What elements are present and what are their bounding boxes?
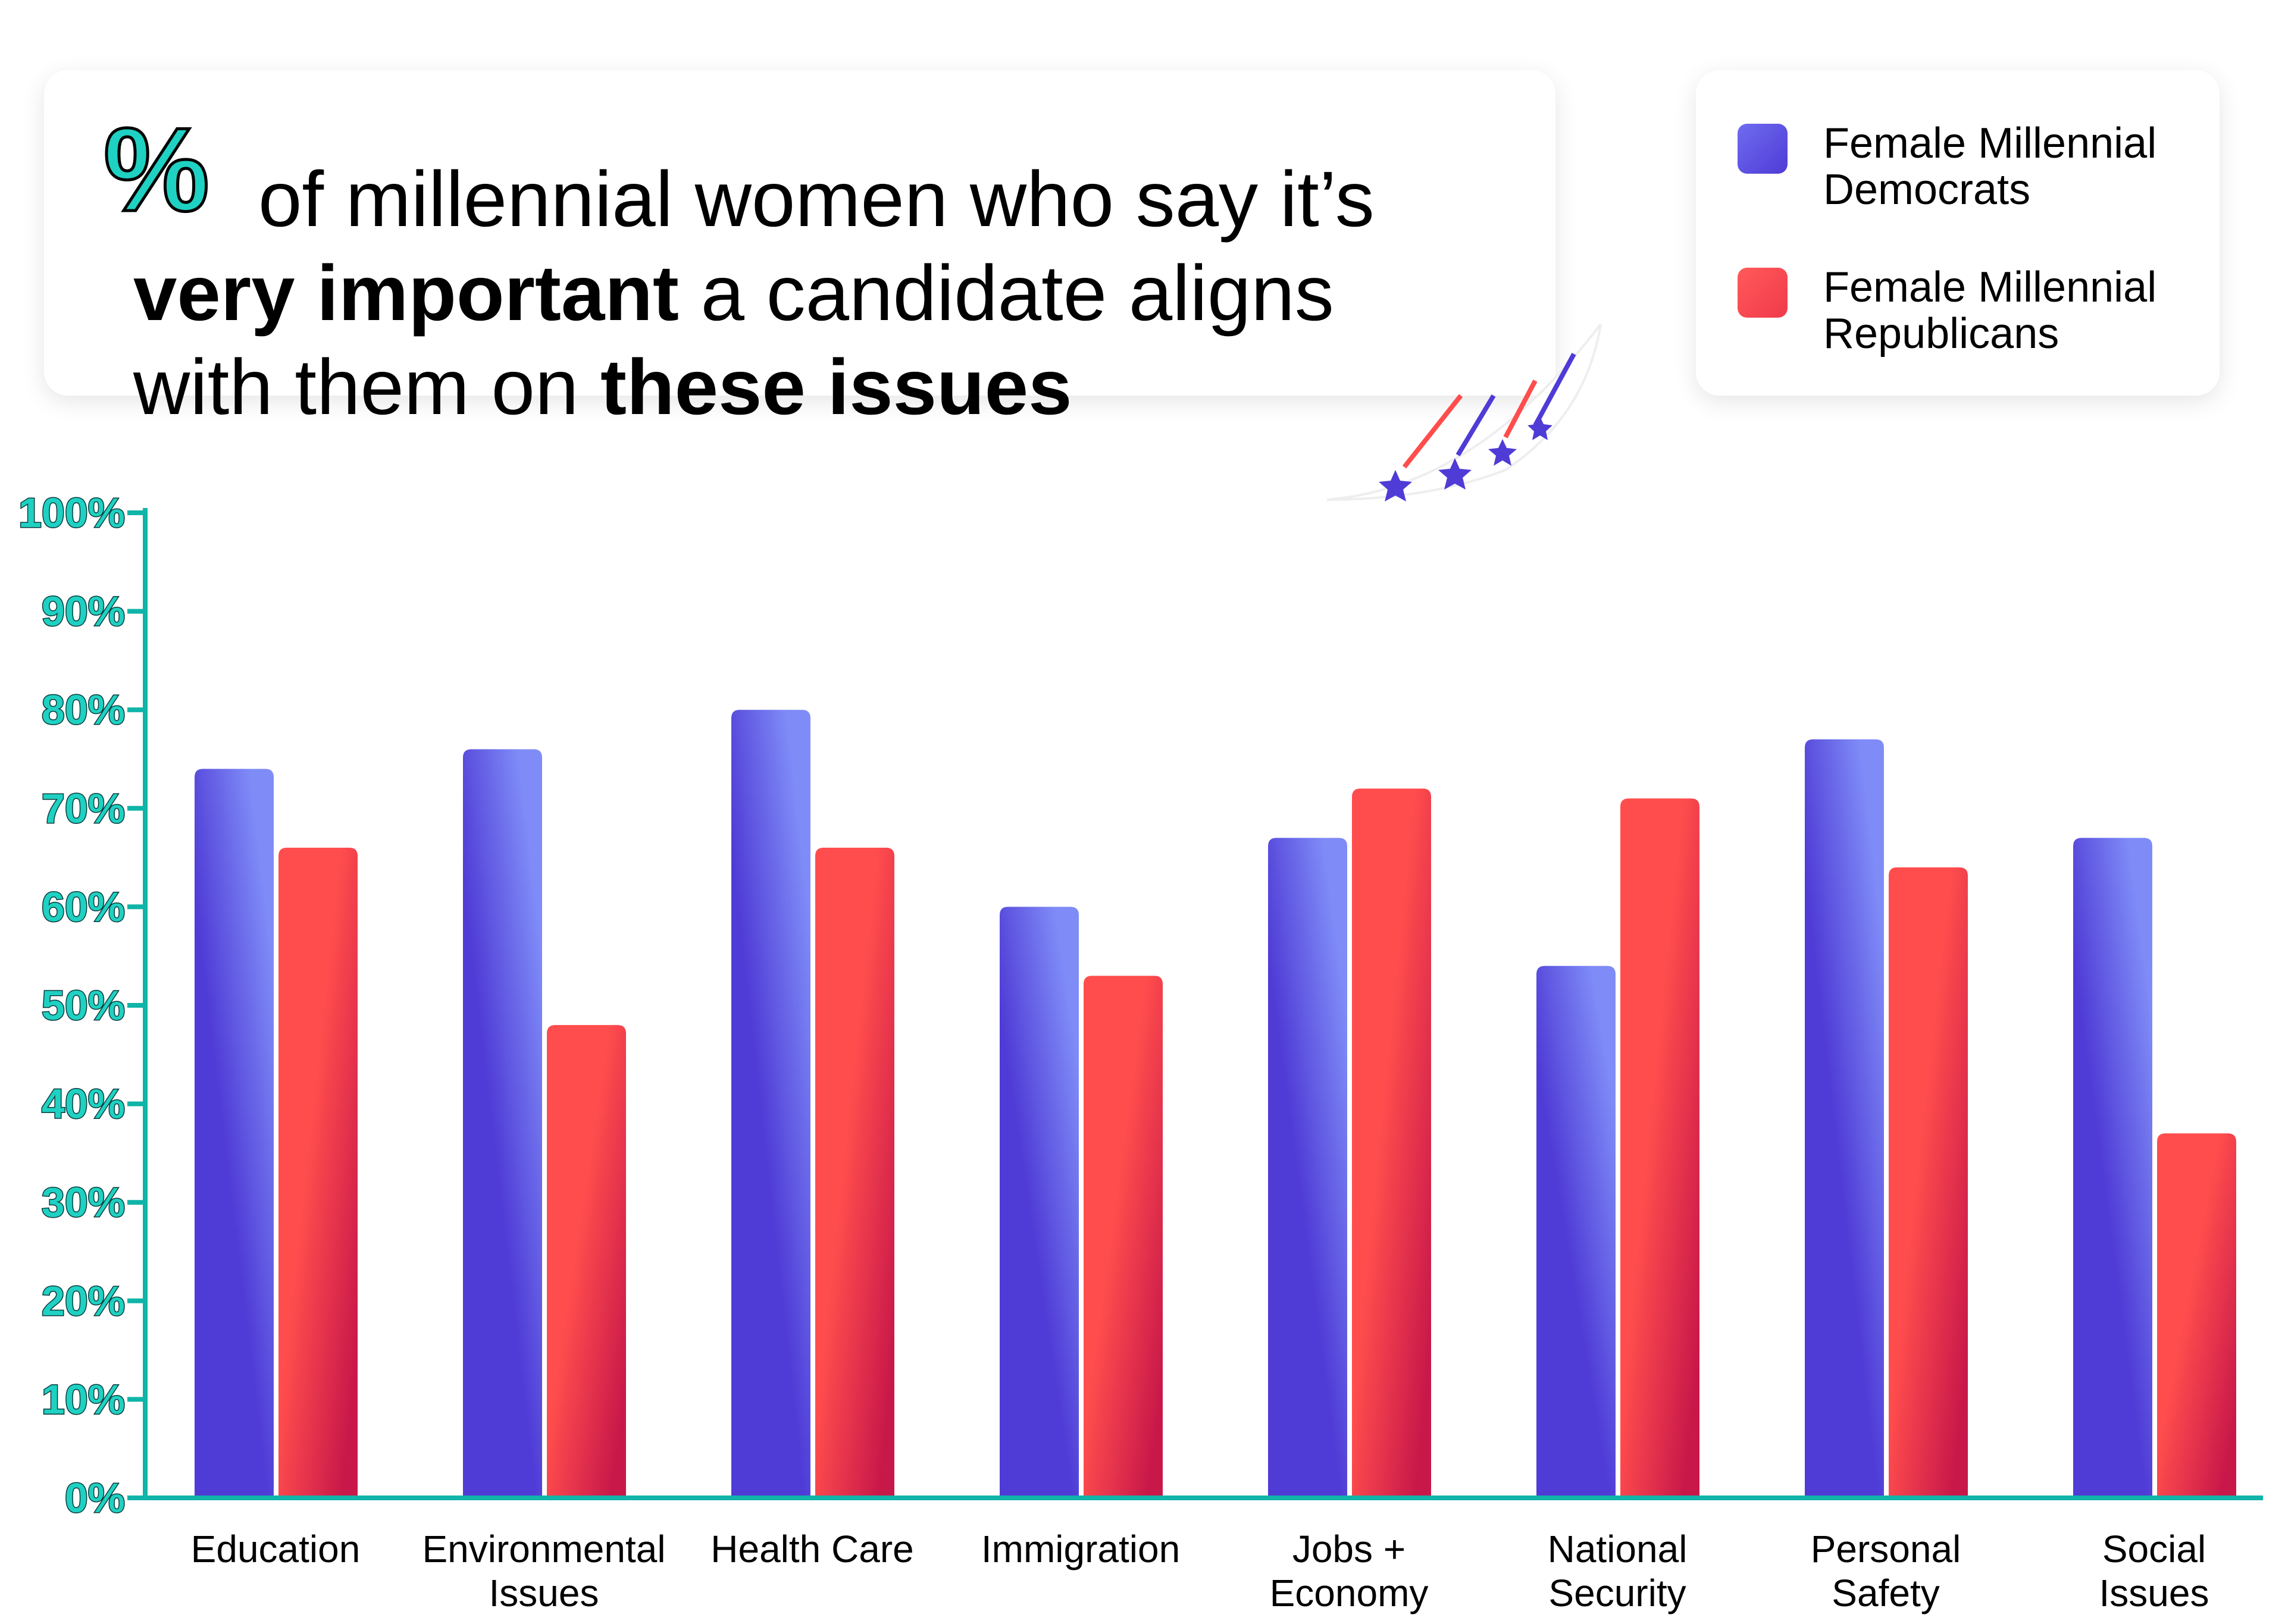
bar-republicans: [547, 1025, 626, 1498]
title-bold-1: very important: [133, 249, 679, 337]
title-line-2: very important a candidate aligns: [133, 246, 1375, 340]
bar-democrats: [195, 769, 274, 1498]
y-axis-ticks: 0% 10% 20% 30% 40% 50% 60% 70% 80% 90% 100%: [17, 489, 145, 1522]
title-line-2-rest: a candidate aligns: [678, 249, 1334, 337]
x-category-label: Issues: [489, 1572, 599, 1614]
bar-democrats: [731, 710, 810, 1498]
legend-label-republicans: Female Millennial Republicans: [1823, 264, 2157, 358]
legend-swatch-democrats: [1738, 124, 1788, 174]
x-category-label: Education: [191, 1528, 361, 1570]
y-tick-label: 90%: [42, 588, 125, 635]
y-tick-label: 70%: [42, 785, 125, 832]
y-tick-label: 30%: [42, 1179, 125, 1225]
legend-label-democrats: Female Millennial Democrats: [1823, 120, 2157, 214]
bar-democrats: [1268, 838, 1347, 1498]
bar-republicans: [1620, 798, 1699, 1498]
x-category-label: Social: [2102, 1528, 2206, 1570]
bar-republicans: [1084, 976, 1163, 1498]
bar-democrats: [2073, 838, 2152, 1498]
star-icon: [1527, 416, 1552, 440]
bar-republicans: [1889, 867, 1968, 1498]
x-category-label: Jobs +: [1292, 1528, 1406, 1570]
x-category-label: Immigration: [981, 1528, 1180, 1570]
bar-democrats: [1000, 907, 1079, 1498]
x-category-label: National: [1548, 1528, 1688, 1570]
y-tick-label: 0%: [65, 1475, 125, 1521]
bar-republicans: [815, 848, 894, 1498]
y-tick-label: 80%: [42, 686, 125, 733]
bar-democrats: [1805, 739, 1884, 1498]
legend: Female Millennial Democrats Female Millen…: [1696, 70, 2220, 396]
x-category-label: Health Care: [710, 1528, 914, 1570]
title-line-1: of millennial women who say it’s: [258, 155, 1375, 243]
bar-republicans: [2157, 1133, 2236, 1498]
legend-swatch-republicans: [1738, 268, 1788, 318]
bar-republicans: [1352, 788, 1431, 1498]
x-category-label: Safety: [1832, 1572, 1939, 1614]
bars: [195, 710, 2236, 1498]
title-card: % of millennial women who say it’s very …: [44, 70, 1555, 431]
star-icon: [1379, 470, 1412, 501]
x-category-label: Economy: [1270, 1572, 1429, 1614]
decoration-ribbon-stars: [1326, 323, 1602, 501]
percent-symbol: %: [102, 104, 211, 236]
title-bold-2: these issues: [600, 343, 1072, 431]
y-tick-label: 40%: [42, 1081, 125, 1127]
bar-democrats: [463, 749, 542, 1498]
x-category-label: Issues: [2099, 1572, 2209, 1614]
star-icon: [1438, 458, 1472, 490]
y-tick-label: 20%: [42, 1278, 125, 1324]
bar-republicans: [278, 848, 358, 1498]
x-category-label: Environmental: [422, 1528, 665, 1570]
x-category-label: Security: [1548, 1572, 1686, 1614]
star-icon: [1488, 439, 1517, 466]
legend-item-republicans: Female Millennial Republicans: [1738, 264, 2210, 357]
y-tick-label: 60%: [42, 883, 125, 930]
chart-title: % of millennial women who say it’s very …: [102, 109, 1375, 434]
legend-item-democrats: Female Millennial Democrats: [1738, 120, 2210, 213]
y-tick-label: 10%: [42, 1376, 125, 1422]
y-tick-label: 50%: [42, 982, 125, 1029]
title-line-3-rest: with them on: [133, 343, 601, 431]
bar-democrats: [1536, 965, 1616, 1498]
x-category-label: Personal: [1811, 1528, 1961, 1570]
title-line-3: with them on these issues: [133, 340, 1375, 434]
y-tick-label: 100%: [18, 490, 125, 536]
